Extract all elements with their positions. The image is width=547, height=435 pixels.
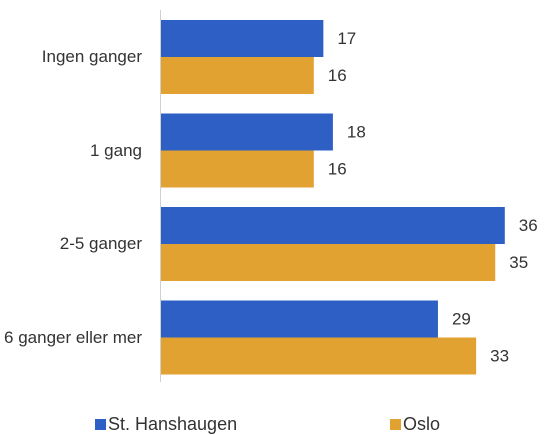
category-label: Ingen ganger (41, 47, 142, 66)
legend-label: Oslo (403, 414, 440, 434)
legend-label: St. Hanshaugen (108, 414, 237, 434)
data-label: 35 (509, 253, 528, 272)
data-label: 33 (490, 346, 509, 365)
data-label: 16 (328, 159, 347, 178)
bar (161, 337, 477, 375)
bar (161, 20, 324, 57)
bar (161, 113, 333, 151)
data-label: 16 (328, 66, 347, 85)
bar (161, 244, 496, 281)
bar (161, 207, 505, 244)
data-label: 36 (519, 216, 538, 235)
bar (161, 57, 314, 94)
bar (161, 150, 314, 188)
category-label: 1 gang (90, 140, 142, 160)
category-label: 6 ganger eller mer (4, 327, 142, 347)
data-label: 17 (337, 29, 356, 48)
data-label: 29 (452, 309, 471, 328)
legend-swatch (95, 419, 106, 430)
legend-swatch (390, 419, 401, 430)
category-label: 2-5 ganger (59, 234, 142, 253)
data-label: 18 (347, 122, 366, 141)
bar (161, 300, 438, 338)
